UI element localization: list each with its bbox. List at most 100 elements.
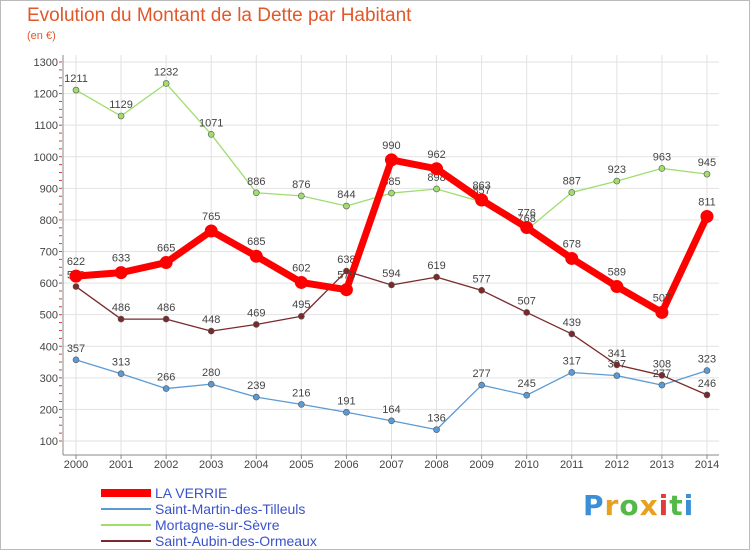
data-point [430, 162, 444, 176]
data-point [703, 170, 711, 178]
chart-title: Evolution du Montant de la Dette par Hab… [27, 5, 412, 26]
logo-letter: r [604, 489, 620, 522]
data-point [433, 426, 440, 433]
data-point [252, 189, 260, 197]
data-label: 323 [698, 354, 716, 366]
data-point [207, 131, 215, 138]
legend-item: Saint-Martin-des-Tilleuls [101, 501, 421, 517]
legend-label: Saint-Aubin-des-Ormeaux [155, 533, 317, 549]
y-tick-label: 1100 [34, 120, 58, 132]
logo-letter: P [583, 489, 605, 522]
data-label: 507 [518, 295, 536, 307]
data-point [388, 189, 395, 197]
data-point [703, 391, 711, 399]
legend-swatch [101, 540, 151, 542]
data-point [388, 417, 395, 425]
y-tick-label: 1300 [34, 57, 58, 69]
data-label: 990 [382, 140, 400, 152]
data-label: 589 [608, 267, 626, 279]
data-label: 317 [563, 355, 581, 367]
data-label: 638 [337, 254, 355, 266]
data-label: 216 [292, 387, 310, 399]
data-label: 619 [427, 260, 445, 272]
x-tick-label: 2009 [469, 459, 493, 471]
data-label: 594 [382, 268, 400, 280]
data-label: 923 [608, 164, 626, 176]
legend-label: LA VERRIE [155, 485, 228, 501]
x-tick-label: 2003 [199, 459, 223, 471]
logo-letter: t [669, 489, 684, 522]
data-point [207, 327, 215, 335]
data-label: 507 [653, 292, 671, 304]
data-point [114, 266, 128, 280]
data-label: 1071 [199, 117, 223, 129]
data-point [565, 251, 579, 265]
chart-subtitle: (en €) [27, 30, 56, 42]
data-label: 579 [337, 270, 355, 282]
x-tick-label: 2012 [605, 459, 629, 471]
data-point [162, 385, 170, 392]
y-tick-label: 500 [40, 310, 58, 322]
data-point [207, 380, 215, 388]
data-label: 245 [518, 378, 536, 390]
data-point [159, 256, 173, 270]
data-label: 341 [608, 348, 626, 360]
logo-letter: o [619, 489, 640, 522]
data-label: 765 [202, 211, 220, 223]
data-point [520, 220, 534, 234]
legend-item: Saint-Aubin-des-Ormeaux [101, 533, 421, 549]
legend-item: LA VERRIE [101, 485, 421, 501]
y-tick-label: 400 [40, 341, 58, 353]
data-point [388, 281, 395, 289]
data-point [294, 275, 308, 289]
legend-label: Saint-Martin-des-Tilleuls [155, 501, 306, 517]
data-label: 678 [563, 238, 581, 250]
data-label: 486 [157, 302, 175, 314]
data-point [298, 401, 305, 408]
legend-swatch [101, 524, 151, 526]
data-point [162, 80, 170, 87]
data-label: 622 [67, 256, 85, 268]
data-point [700, 209, 714, 223]
data-label: 469 [247, 307, 265, 319]
x-tick-label: 2000 [64, 459, 88, 471]
data-label: 266 [157, 372, 175, 384]
data-point [117, 112, 125, 120]
data-point [72, 283, 80, 290]
data-point [613, 177, 621, 185]
data-point [523, 309, 531, 316]
y-tick-label: 600 [40, 278, 58, 290]
legend-swatch [101, 489, 151, 497]
data-label: 136 [427, 413, 445, 425]
data-point [384, 153, 398, 167]
data-point [298, 192, 305, 200]
data-point [568, 330, 576, 338]
data-point [249, 249, 263, 263]
x-tick-label: 2005 [289, 459, 313, 471]
data-point [433, 273, 440, 281]
data-point [703, 367, 711, 374]
data-label: 357 [67, 343, 85, 355]
x-tick-label: 2011 [560, 459, 584, 471]
data-point [252, 393, 260, 401]
y-tick-label: 700 [40, 247, 58, 259]
x-tick-label: 2002 [154, 459, 178, 471]
y-tick-label: 900 [40, 183, 58, 195]
chart-legend: LA VERRIE Saint-Martin-des-Tilleuls Mort… [101, 485, 421, 549]
data-point [252, 321, 260, 328]
data-point [117, 315, 125, 323]
data-label: 945 [698, 157, 716, 169]
data-label: 963 [653, 151, 671, 163]
y-tick-label: 1200 [34, 89, 58, 101]
y-tick-label: 200 [40, 404, 58, 416]
data-label: 633 [112, 253, 130, 265]
y-tick-label: 300 [40, 373, 58, 385]
data-point [117, 370, 125, 378]
data-point [658, 372, 666, 379]
data-point [478, 381, 485, 389]
proxiti-logo: Proxiti [583, 489, 694, 522]
data-label: 1129 [109, 99, 133, 111]
data-label: 962 [427, 149, 445, 161]
